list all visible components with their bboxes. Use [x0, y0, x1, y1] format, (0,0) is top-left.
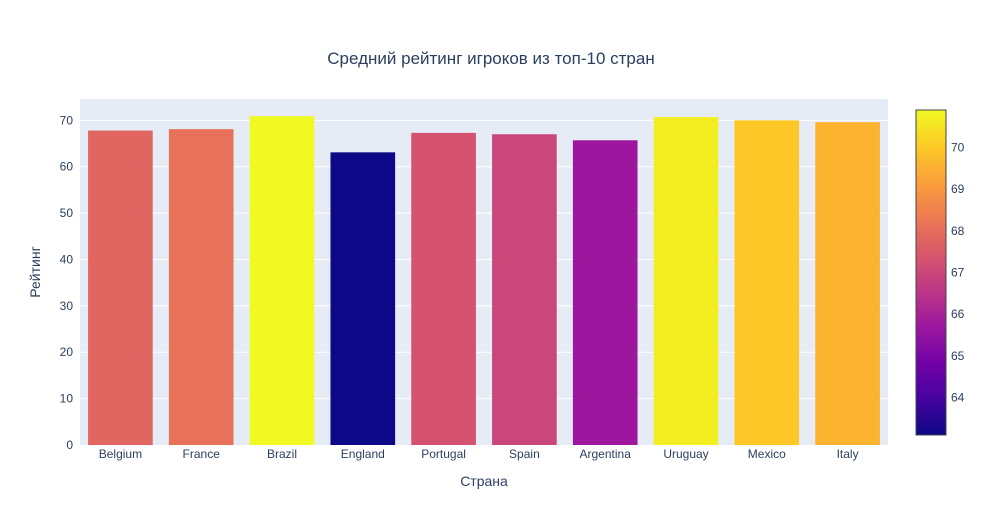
- x-tick-label: Argentina: [580, 447, 632, 461]
- bar-england: [330, 152, 396, 445]
- colorbar: 64 65 66 67 68 69 70: [915, 109, 965, 436]
- y-tick-label: 40: [60, 252, 74, 266]
- y-tick-label: 0: [66, 438, 73, 452]
- bar-france: [168, 129, 234, 445]
- y-tick-label: 10: [60, 392, 74, 406]
- colorbar-tick-label: 67: [951, 266, 965, 280]
- x-tick-label: Mexico: [748, 447, 786, 461]
- colorbar-tick-label: 68: [951, 224, 965, 238]
- bar-belgium: [88, 130, 153, 445]
- bars: [88, 116, 880, 446]
- colorbar-tick-label: 70: [951, 141, 965, 155]
- bar-portugal: [411, 132, 476, 445]
- colorbar-tick-label: 69: [951, 182, 965, 196]
- y-tick-label: 50: [60, 206, 74, 220]
- x-tick-label: Italy: [837, 447, 859, 461]
- colorbar-tick-label: 65: [951, 349, 965, 363]
- y-tick-label: 60: [60, 160, 74, 174]
- colorbar-tick-label: 66: [951, 307, 965, 321]
- x-tick-label: Portugal: [421, 447, 466, 461]
- bar-spain: [492, 134, 557, 445]
- x-tick-label: France: [183, 447, 221, 461]
- y-tick-label: 70: [60, 113, 74, 127]
- y-axis-ticks: 0 10 20 30 40 50 60 70: [60, 113, 74, 452]
- x-tick-label: Brazil: [267, 447, 297, 461]
- y-tick-label: 30: [60, 299, 74, 313]
- chart-title: Средний рейтинг игроков из топ-10 стран: [327, 49, 654, 68]
- x-tick-label: Uruguay: [663, 447, 708, 461]
- bar-uruguay: [653, 117, 719, 445]
- bar-brazil: [249, 116, 315, 445]
- x-axis-title: Страна: [460, 473, 508, 489]
- bar-italy: [815, 122, 880, 446]
- colorbar-gradient: [915, 109, 947, 436]
- y-axis-title: Рейтинг: [27, 246, 43, 297]
- x-tick-label: England: [341, 447, 385, 461]
- x-tick-label: Spain: [509, 447, 540, 461]
- colorbar-ticks: 64 65 66 67 68 69 70: [951, 141, 965, 405]
- bar-argentina: [572, 140, 638, 446]
- bar-mexico: [734, 120, 800, 446]
- x-axis-ticks: Belgium France Brazil England Portugal Spain A…: [99, 447, 859, 461]
- y-tick-label: 20: [60, 345, 74, 359]
- x-tick-label: Belgium: [99, 447, 142, 461]
- colorbar-tick-label: 64: [951, 391, 965, 405]
